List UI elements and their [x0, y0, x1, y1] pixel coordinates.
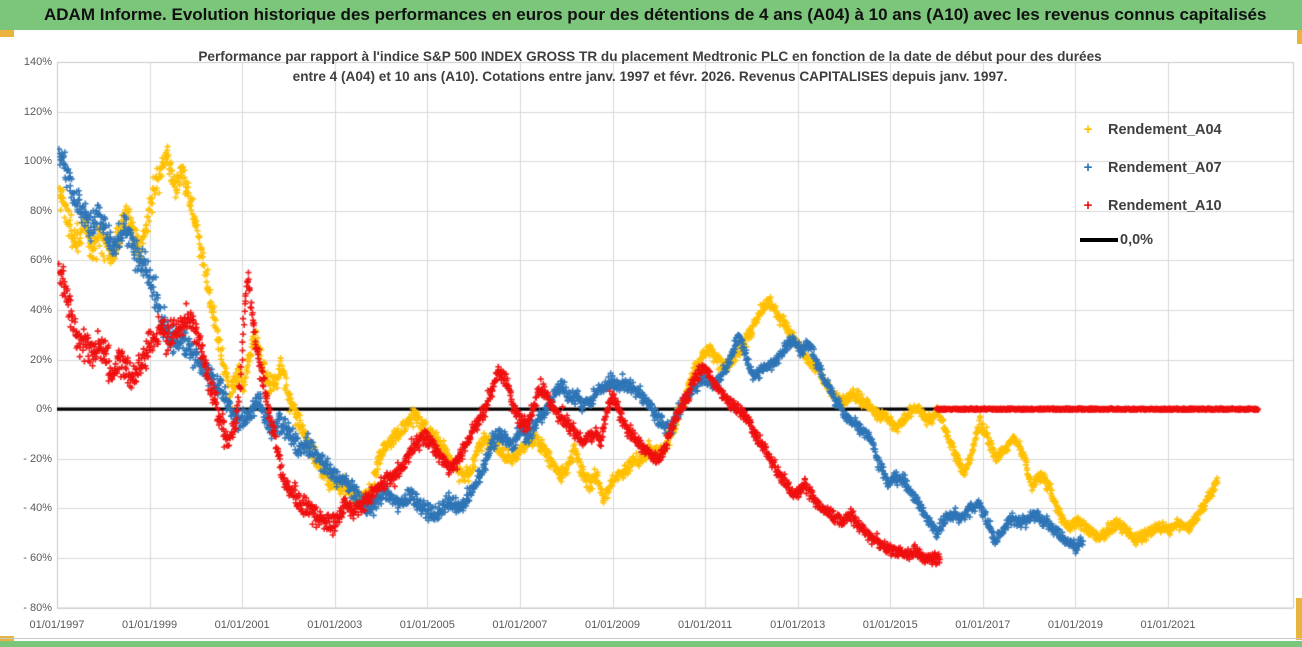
zero-line-icon	[1080, 238, 1118, 242]
y-tick-label: 140%	[23, 56, 52, 68]
y-tick-label: 100%	[23, 155, 52, 168]
y-tick-label: - 20%	[23, 452, 52, 465]
x-tick-label: 01/01/2021	[1140, 619, 1196, 631]
legend-label: Rendement_A10	[1108, 198, 1222, 214]
legend-item-0-0-: 0,0%	[1080, 232, 1153, 248]
x-tick-label: 01/01/1997	[29, 619, 85, 631]
x-tick-label: 01/01/1999	[122, 619, 178, 631]
legend-item-rendement-a10: + Rendement_A10	[1080, 198, 1222, 214]
plus-marker-icon: +	[1083, 197, 1093, 214]
y-tick-label: 20%	[29, 353, 52, 366]
y-tick-label: 40%	[29, 303, 52, 316]
footer-bar	[0, 641, 1302, 647]
y-tick-label: - 60%	[23, 551, 52, 564]
plus-marker-icon: +	[1083, 159, 1093, 176]
legend-label: 0,0%	[1120, 232, 1154, 248]
chart-title-line2: entre 4 (A04) et 10 ans (A10). Cotations…	[292, 69, 1008, 84]
y-tick-label: 60%	[29, 254, 52, 267]
legend-label: Rendement_A07	[1108, 160, 1222, 176]
legend-item-rendement-a04: + Rendement_A04	[1080, 122, 1222, 138]
x-tick-label: 01/01/2015	[862, 619, 918, 631]
x-tick-label: 01/01/2011	[677, 619, 733, 631]
legend-label: Rendement_A04	[1108, 122, 1222, 138]
y-tick-label: 0%	[36, 403, 52, 416]
x-tick-label: 01/01/2005	[399, 619, 455, 631]
x-tick-label: 01/01/2019	[1047, 619, 1103, 631]
y-tick-label: - 40%	[23, 502, 52, 515]
x-tick-label: 01/01/2009	[584, 619, 641, 631]
x-tick-label: 01/01/2001	[214, 619, 270, 631]
y-tick-label: - 80%	[23, 601, 52, 614]
legend-item-rendement-a07: + Rendement_A07	[1080, 160, 1222, 176]
chart-title: Performance par rapport à l'indice S&P 5…	[110, 47, 1190, 87]
bottom-divider	[0, 638, 1302, 639]
plus-marker-icon: +	[1083, 121, 1093, 138]
y-tick-label: 80%	[29, 204, 52, 217]
x-tick-label: 01/01/2003	[307, 619, 363, 631]
x-tick-label: 01/01/2017	[955, 619, 1011, 631]
x-tick-label: 01/01/2007	[492, 619, 548, 631]
y-tick-label: 120%	[23, 105, 52, 118]
chart-title-line1: Performance par rapport à l'indice S&P 5…	[198, 49, 1102, 64]
x-tick-label: 01/01/2013	[770, 619, 826, 631]
